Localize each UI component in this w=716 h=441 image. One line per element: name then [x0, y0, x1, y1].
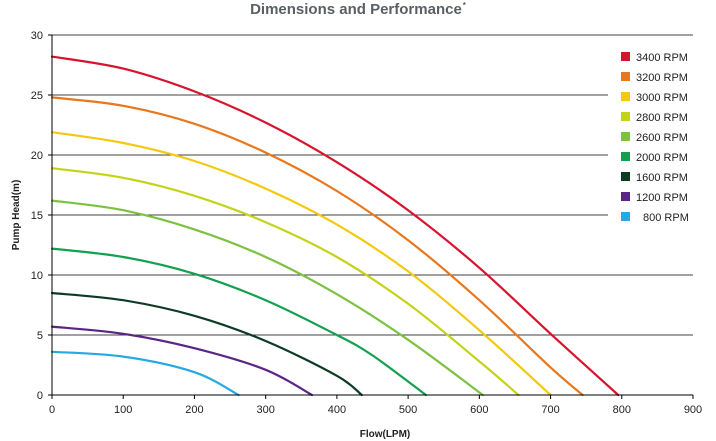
series-lines — [50, 55, 620, 397]
chart-title-mark: * — [462, 1, 466, 10]
legend-swatch-1200-rpm — [621, 192, 630, 201]
x-tick-label-300: 300 — [256, 404, 274, 416]
x-tick-label-800: 800 — [613, 404, 631, 416]
legend-label-1600-rpm: 1600 RPM — [636, 172, 688, 184]
legend-swatch-3400-rpm — [621, 52, 630, 61]
x-tick-label-600: 600 — [470, 404, 488, 416]
x-tick-label-400: 400 — [328, 404, 346, 416]
legend-label-3200-rpm: 3200 RPM — [636, 72, 688, 84]
y-axis-title: Pump Head(m) — [11, 180, 22, 251]
y-tick-label-5: 5 — [37, 330, 43, 342]
x-tick-label-100: 100 — [114, 404, 132, 416]
legend-swatch-800-rpm — [621, 212, 630, 221]
legend-label-2600-rpm: 2600 RPM — [636, 132, 688, 144]
y-tick-label-30: 30 — [31, 30, 43, 42]
series-line-1600-rpm — [50, 291, 363, 397]
series-line-3200-rpm — [50, 96, 584, 397]
legend-swatch-3200-rpm — [621, 72, 630, 81]
y-tick-label-15: 15 — [31, 210, 43, 222]
series-line-2600-rpm — [50, 199, 484, 397]
x-tick-label-500: 500 — [399, 404, 417, 416]
legend-label-3400-rpm: 3400 RPM — [636, 52, 688, 64]
legend-swatch-2600-rpm — [621, 132, 630, 141]
chart-title: Dimensions and Performance* — [0, 1, 716, 18]
legend-swatch-2800-rpm — [621, 112, 630, 121]
x-tick-label-0: 0 — [49, 404, 55, 416]
series-line-2000-rpm — [50, 247, 428, 397]
series-line-2800-rpm — [50, 167, 520, 397]
series-line-3400-rpm — [50, 55, 620, 397]
y-tick-label-0: 0 — [37, 390, 43, 402]
x-tick-label-900: 900 — [684, 404, 702, 416]
y-tick-label-10: 10 — [31, 270, 43, 282]
y-tick-label-20: 20 — [31, 150, 43, 162]
legend-label-2000-rpm: 2000 RPM — [636, 152, 688, 164]
y-tick-label-25: 25 — [31, 90, 43, 102]
legend-label-800-rpm: 800 RPM — [643, 212, 689, 224]
legend-swatch-1600-rpm — [621, 172, 630, 181]
x-tick-label-200: 200 — [185, 404, 203, 416]
legend-label-2800-rpm: 2800 RPM — [636, 112, 688, 124]
series-line-800-rpm — [50, 350, 240, 397]
x-tick-label-700: 700 — [541, 404, 559, 416]
chart-title-text: Dimensions and Performance — [250, 1, 462, 18]
legend-label-1200-rpm: 1200 RPM — [636, 192, 688, 204]
legend-swatch-3000-rpm — [621, 92, 630, 101]
legend: 3400 RPM 3200 RPM 3000 RPM 2800 RPM 2600 RPM… — [621, 52, 689, 224]
legend-swatch-2000-rpm — [621, 152, 630, 161]
x-axis-title: Flow(LPM) — [360, 429, 411, 440]
legend-label-3000-rpm: 3000 RPM — [636, 92, 688, 104]
series-line-1200-rpm — [50, 325, 314, 397]
series-line-3000-rpm — [50, 131, 552, 397]
